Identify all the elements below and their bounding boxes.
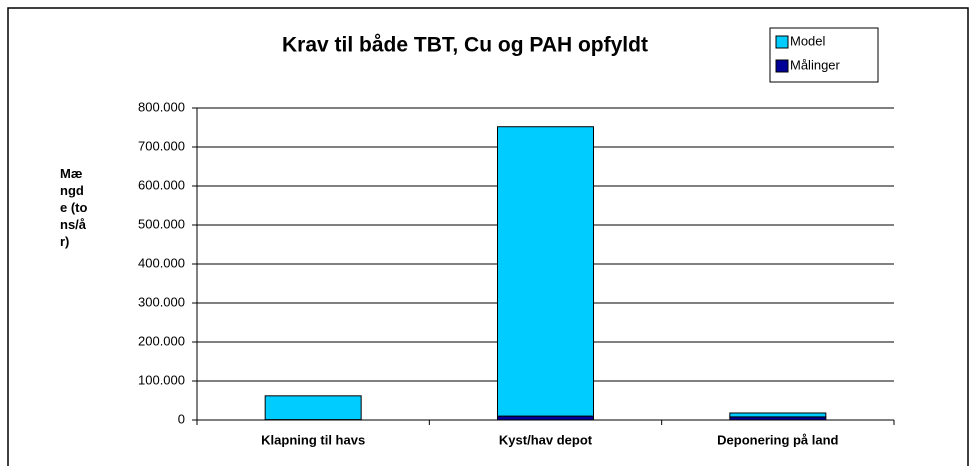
y-tick-label: 100.000: [138, 372, 185, 387]
x-tick-label: Kyst/hav depot: [499, 432, 593, 447]
y-tick-label: 600.000: [138, 177, 185, 192]
y-tick-label: 500.000: [138, 216, 185, 231]
y-tick-label: 300.000: [138, 294, 185, 309]
legend-swatch: [775, 59, 789, 73]
bar-segment: [729, 412, 827, 418]
y-tick-label: 0: [178, 411, 185, 426]
x-tick-label: Deponering på land: [717, 432, 838, 447]
x-tick-label: Klapning til havs: [261, 432, 365, 447]
y-tick-label: 700.000: [138, 138, 185, 153]
y-axis-label: Mængde (tons/år): [60, 166, 88, 249]
bar-segment: [264, 395, 362, 421]
bar-segment: [497, 126, 594, 417]
y-tick-label: 200.000: [138, 333, 185, 348]
y-tick-label: 800.000: [138, 99, 185, 114]
legend-swatch: [775, 35, 789, 49]
legend-label: Målinger: [790, 57, 841, 72]
legend-label: Model: [790, 33, 826, 48]
chart-title: Krav til både TBT, Cu og PAH opfyldt: [282, 34, 648, 57]
bar-segment: [497, 415, 594, 421]
y-tick-label: 400.000: [138, 255, 185, 270]
frame: [7, 7, 969, 466]
